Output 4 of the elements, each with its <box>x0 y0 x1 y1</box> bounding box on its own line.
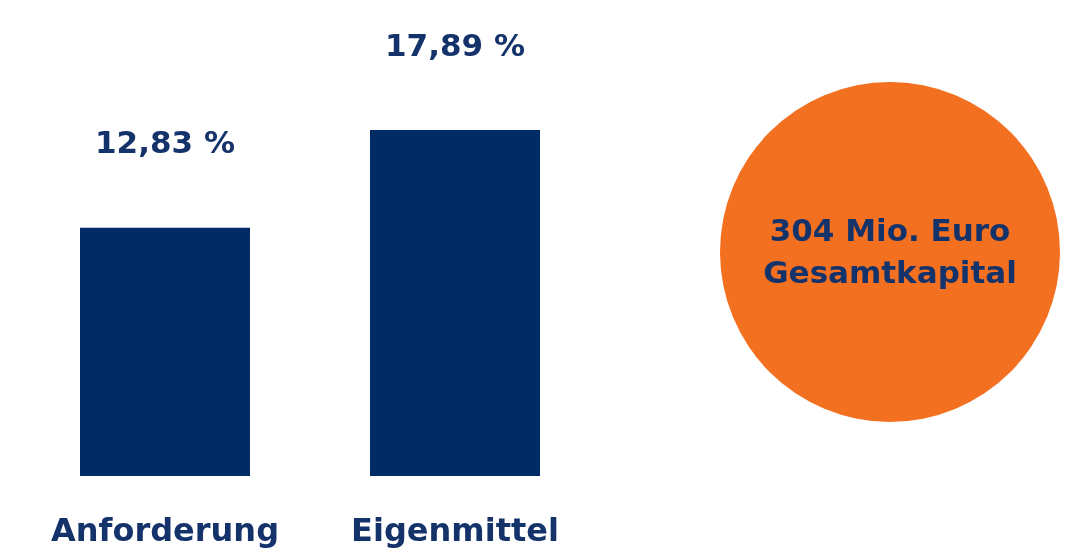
data-label: 12,83 % <box>95 124 235 161</box>
data-label: 17,89 % <box>385 26 525 63</box>
x-tick-label: Anforderung <box>50 511 280 549</box>
x-tick-label: Eigenmittel <box>351 511 559 549</box>
